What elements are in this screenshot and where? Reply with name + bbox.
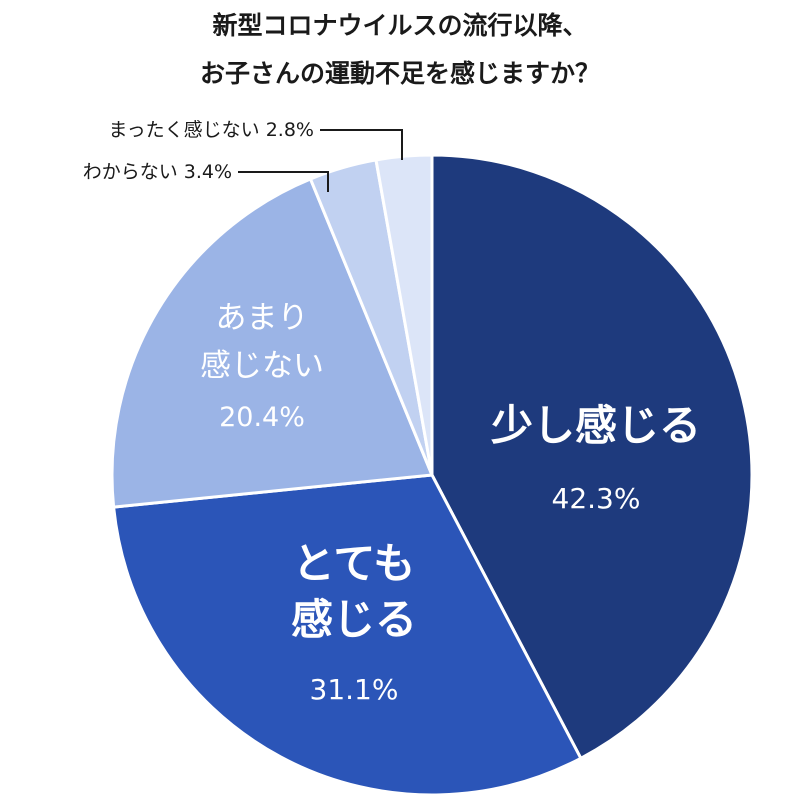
callout-label-4: わからない 3.4%	[83, 161, 232, 183]
callout-label-5: まったく感じない 2.8%	[108, 119, 314, 141]
callout-line-4	[238, 171, 329, 192]
pie-slices	[110, 153, 754, 797]
slice-label-3-line-1: あまり	[216, 300, 309, 336]
slice-label-2-line-2: 感じる	[291, 595, 417, 644]
chart-title-line-2: お子さんの運動不足を感じますか？	[200, 59, 600, 88]
slice-value-2: 31.1%	[310, 673, 399, 706]
callout-line-5	[320, 129, 403, 160]
slice-value-1: 42.3%	[552, 482, 641, 515]
pie-slice-2	[112, 473, 583, 797]
slice-label-3-line-2: 感じない	[200, 348, 324, 384]
pie-slice-1	[430, 153, 754, 760]
slice-label-1-line-1: 少し感じる	[491, 401, 701, 450]
slice-value-3: 20.4%	[219, 402, 305, 433]
slice-label-2-line-1: とても	[293, 539, 416, 588]
pie-slice-5	[374, 153, 434, 477]
chart-title-line-1: 新型コロナウイルスの流行以降、	[212, 11, 587, 40]
pie-slice-3	[110, 177, 434, 509]
